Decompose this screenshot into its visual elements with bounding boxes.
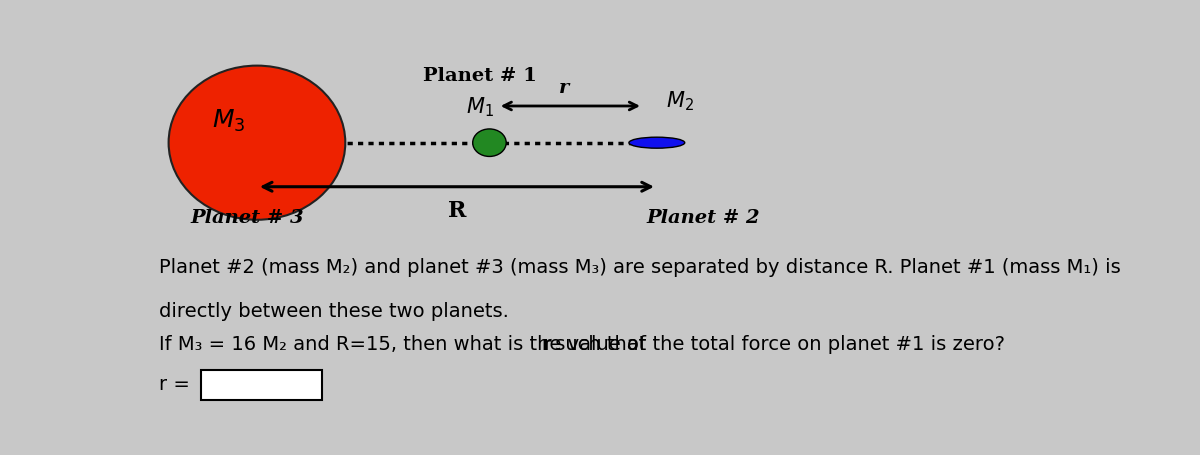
Text: such that the total force on planet #1 is zero?: such that the total force on planet #1 i… <box>550 335 1006 354</box>
Text: $M_2$: $M_2$ <box>666 90 694 113</box>
Text: R: R <box>448 200 466 222</box>
Text: Planet # 1: Planet # 1 <box>424 67 538 86</box>
Ellipse shape <box>473 129 506 157</box>
Text: Planet #2 (mass M₂) and planet #3 (mass M₃) are separated by distance R. Planet : Planet #2 (mass M₂) and planet #3 (mass … <box>160 258 1121 277</box>
Text: Planet # 3: Planet # 3 <box>191 209 305 227</box>
Text: $M_3$: $M_3$ <box>212 107 246 134</box>
Text: $M_1$: $M_1$ <box>467 95 494 119</box>
Bar <box>202 370 322 400</box>
Text: directly between these two planets.: directly between these two planets. <box>160 302 509 320</box>
Ellipse shape <box>168 66 346 220</box>
Text: r: r <box>559 79 569 97</box>
Text: r =: r = <box>160 375 190 394</box>
Text: Planet # 2: Planet # 2 <box>647 209 760 227</box>
Text: If M₃ = 16 M₂ and R=15, then what is the value of: If M₃ = 16 M₂ and R=15, then what is the… <box>160 335 653 354</box>
Circle shape <box>629 137 685 148</box>
Text: r: r <box>541 335 551 354</box>
